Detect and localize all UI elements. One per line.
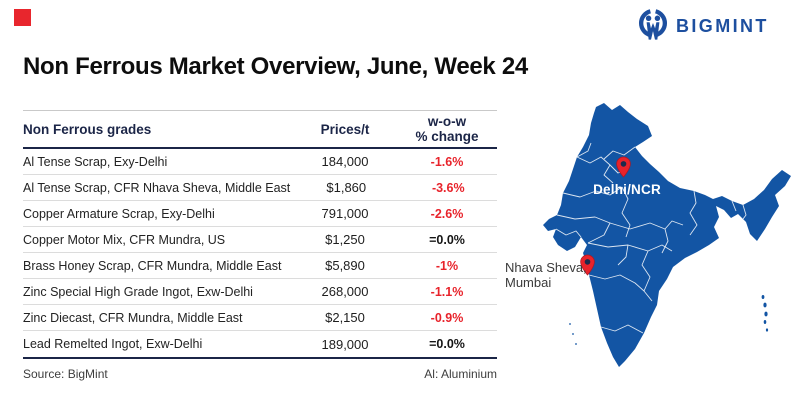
bigmint-people-circle-icon — [638, 9, 668, 40]
price-cell: 268,000 — [321, 284, 369, 299]
grade-cell: Brass Honey Scrap, CFR Mundra, Middle Ea… — [23, 258, 282, 273]
state-boundaries — [555, 142, 747, 334]
price-cell: $1,860 — [326, 180, 367, 195]
price-cell: $1,250 — [325, 232, 365, 247]
table-row: Brass Honey Scrap, CFR Mundra, Middle Ea… — [23, 253, 497, 279]
table-row: Lead Remelted Ingot, Exw-Delhi 189,000 =… — [23, 331, 497, 357]
table-row: Zinc Diecast, CFR Mundra, Middle East $2… — [23, 305, 497, 331]
table-row: Copper Motor Mix, CFR Mundra, US $1,250 … — [23, 227, 497, 253]
page-title: Non Ferrous Market Overview, June, Week … — [23, 53, 528, 80]
nhava-sheva-location-pin-icon — [580, 254, 595, 276]
price-cell: 189,000 — [321, 336, 369, 352]
change-cell: -0.9% — [430, 310, 464, 325]
table-header-row: Non Ferrous grades Prices/t w-o-w % chan… — [23, 111, 497, 149]
grade-cell: Lead Remelted Ingot, Exw-Delhi — [23, 337, 203, 351]
change-cell: -1.6% — [430, 154, 464, 169]
grade-cell: Al Tense Scrap, CFR Nhava Sheva, Middle … — [23, 180, 291, 195]
grade-cell: Zinc Special High Grade Ingot, Exw-Delhi — [23, 284, 253, 299]
column-header-grades: Non Ferrous grades — [23, 121, 152, 137]
change-cell: =0.0% — [429, 337, 465, 351]
price-cell: 184,000 — [321, 154, 369, 169]
brand-red-square — [14, 9, 31, 26]
india-map-svg — [543, 103, 791, 367]
delhi-location-pin-icon — [616, 156, 631, 178]
bigmint-wordmark: BIGMINT — [676, 16, 769, 36]
change-cell: -1.1% — [430, 284, 464, 299]
table-row: Al Tense Scrap, Exy-Delhi 184,000 -1.6% — [23, 149, 497, 175]
table-row: Copper Armature Scrap, Exy-Delhi 791,000… — [23, 201, 497, 227]
column-header-change: w-o-w % change — [415, 114, 479, 144]
grade-cell: Copper Armature Scrap, Exy-Delhi — [23, 206, 215, 221]
price-cell: 791,000 — [321, 206, 369, 221]
price-cell: $2,150 — [325, 310, 365, 325]
change-cell: -1% — [435, 258, 459, 273]
price-cell: $5,890 — [325, 258, 365, 273]
change-cell: =0.0% — [429, 232, 465, 247]
lakshadweep-islands — [569, 323, 577, 345]
change-cell: -2.6% — [430, 206, 464, 221]
source-note: Source: BigMint — [23, 367, 108, 381]
table-footer: Source: BigMint Al: Aluminium — [23, 367, 497, 381]
grade-cell: Al Tense Scrap, Exy-Delhi — [23, 154, 168, 169]
nhava-sheva-map-label: Nhava Sheva, Mumbai — [505, 260, 587, 290]
india-map: Delhi/NCR Nhava Sheva, Mumbai — [500, 95, 800, 400]
bigmint-logo: BIGMINT — [637, 8, 769, 44]
delhi-map-label: Delhi/NCR — [593, 182, 661, 197]
table-row: Zinc Special High Grade Ingot, Exw-Delhi… — [23, 279, 497, 305]
change-cell: -3.6% — [431, 180, 465, 195]
abbreviation-note: Al: Aluminium — [424, 367, 497, 381]
prices-table: Non Ferrous grades Prices/t w-o-w % chan… — [23, 110, 497, 381]
column-header-price: Prices/t — [320, 121, 370, 137]
grade-cell: Zinc Diecast, CFR Mundra, Middle East — [23, 310, 243, 325]
grade-cell: Copper Motor Mix, CFR Mundra, US — [23, 232, 226, 247]
table-body: Al Tense Scrap, Exy-Delhi 184,000 -1.6% … — [23, 149, 497, 359]
table-row: Al Tense Scrap, CFR Nhava Sheva, Middle … — [23, 175, 497, 201]
india-landmass — [543, 103, 791, 367]
andaman-islands — [761, 295, 769, 332]
